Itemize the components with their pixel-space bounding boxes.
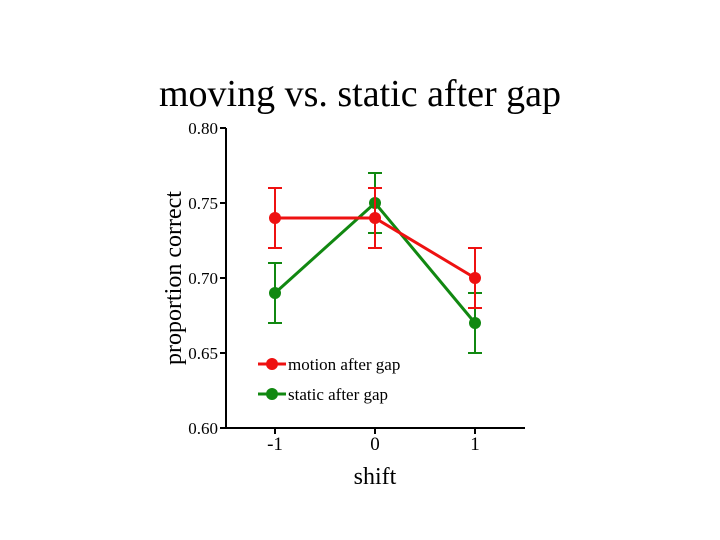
legend-marker: [266, 358, 278, 370]
legend: motion after gap static after gap: [258, 355, 400, 404]
legend-label: motion after gap: [288, 355, 400, 374]
y-axis-label: proportion correct: [161, 191, 187, 365]
data-point: [469, 317, 481, 329]
data-point: [469, 272, 481, 284]
data-point: [369, 212, 381, 224]
axes: 0.80 0.75 0.70 0.65 0.60 -1 0 1 shift proportion …: [161, 119, 525, 490]
chart-title: moving vs. static after gap: [158, 73, 562, 115]
y-tick-label: 0.75: [188, 194, 218, 213]
x-axis-label: shift: [354, 464, 397, 490]
y-tick-label: 0.65: [188, 344, 218, 363]
data-point: [269, 212, 281, 224]
legend-label: static after gap: [288, 385, 388, 404]
y-tick-label: 0.60: [188, 419, 218, 438]
series-motion-after-gap: [268, 187, 482, 309]
legend-item-static-after-gap: static after gap: [258, 385, 388, 404]
chart-marks: [268, 172, 482, 354]
legend-marker: [266, 388, 278, 400]
x-tick-label: -1: [267, 434, 283, 455]
y-tick-label: 0.80: [188, 119, 218, 138]
data-point: [269, 287, 281, 299]
x-tick-label: 0: [370, 434, 380, 455]
y-tick-label: 0.70: [188, 269, 218, 288]
legend-item-motion-after-gap: motion after gap: [258, 355, 400, 374]
x-tick-label: 1: [470, 434, 480, 455]
